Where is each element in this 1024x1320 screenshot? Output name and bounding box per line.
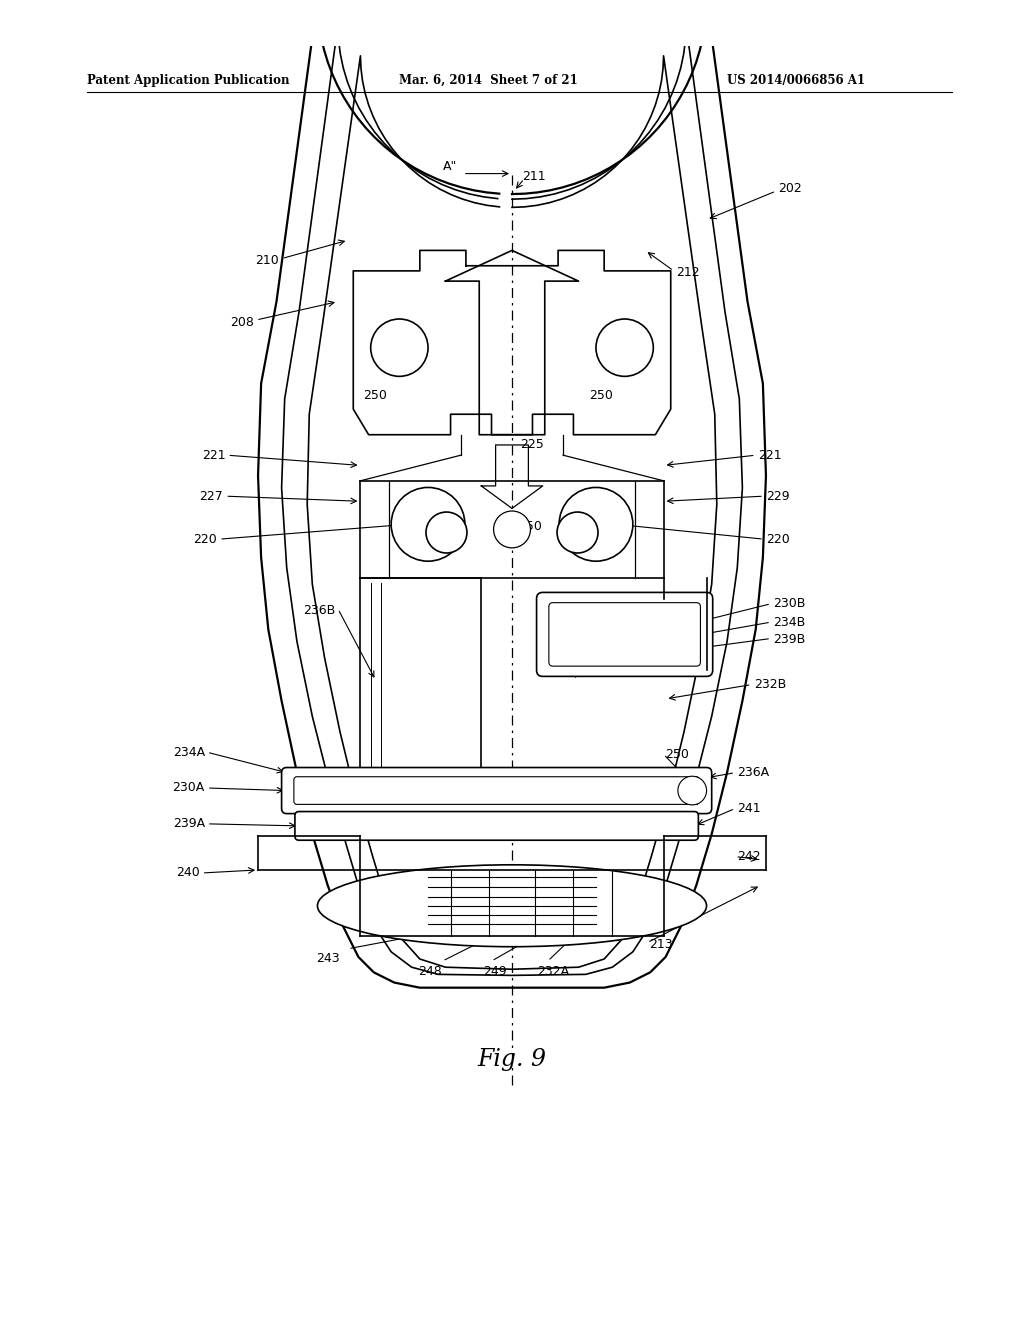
FancyBboxPatch shape [294, 776, 699, 804]
Text: 232A: 232A [538, 965, 569, 978]
Text: 234A: 234A [173, 746, 205, 759]
FancyBboxPatch shape [549, 603, 700, 667]
Text: 242: 242 [737, 850, 761, 863]
FancyBboxPatch shape [282, 767, 712, 813]
Text: 210: 210 [255, 255, 279, 267]
Text: 211: 211 [522, 170, 546, 183]
Text: 243: 243 [315, 952, 340, 965]
Circle shape [494, 511, 530, 548]
Text: 248: 248 [418, 965, 442, 978]
Text: 239B: 239B [773, 634, 805, 645]
Text: 230B: 230B [773, 597, 806, 610]
Text: US 2014/0066856 A1: US 2014/0066856 A1 [727, 74, 865, 87]
Text: 212: 212 [676, 267, 699, 280]
Text: 250: 250 [364, 389, 387, 403]
Text: 230A: 230A [173, 781, 205, 795]
FancyBboxPatch shape [537, 593, 713, 676]
Text: 250: 250 [666, 747, 689, 760]
Text: 236B: 236B [304, 605, 336, 618]
Text: 221: 221 [758, 449, 781, 462]
Text: Fig. 9: Fig. 9 [477, 1048, 547, 1071]
Text: Patent Application Publication: Patent Application Publication [87, 74, 290, 87]
Text: 234B: 234B [773, 615, 805, 628]
Text: 221: 221 [202, 449, 225, 462]
Text: 227: 227 [200, 490, 223, 503]
Circle shape [678, 776, 707, 805]
Text: 249: 249 [483, 965, 507, 978]
Text: A": A" [443, 160, 458, 173]
Text: 202: 202 [778, 182, 802, 195]
Text: 220: 220 [194, 533, 217, 545]
Text: Mar. 6, 2014  Sheet 7 of 21: Mar. 6, 2014 Sheet 7 of 21 [399, 74, 579, 87]
Text: 236A: 236A [737, 766, 769, 779]
Text: 220: 220 [766, 533, 790, 545]
Circle shape [557, 512, 598, 553]
FancyBboxPatch shape [295, 812, 698, 841]
Text: 232B: 232B [754, 678, 785, 692]
Text: 241: 241 [737, 803, 761, 814]
Text: 240: 240 [176, 866, 200, 879]
Circle shape [426, 512, 467, 553]
Text: 229: 229 [766, 490, 790, 503]
Text: 225: 225 [520, 438, 544, 451]
Text: 213: 213 [649, 939, 673, 952]
Circle shape [559, 487, 633, 561]
Text: 250: 250 [589, 389, 612, 403]
Text: 208: 208 [230, 315, 254, 329]
Circle shape [391, 487, 465, 561]
Ellipse shape [317, 865, 707, 946]
Text: 239A: 239A [173, 817, 205, 830]
Text: 250: 250 [518, 520, 542, 533]
